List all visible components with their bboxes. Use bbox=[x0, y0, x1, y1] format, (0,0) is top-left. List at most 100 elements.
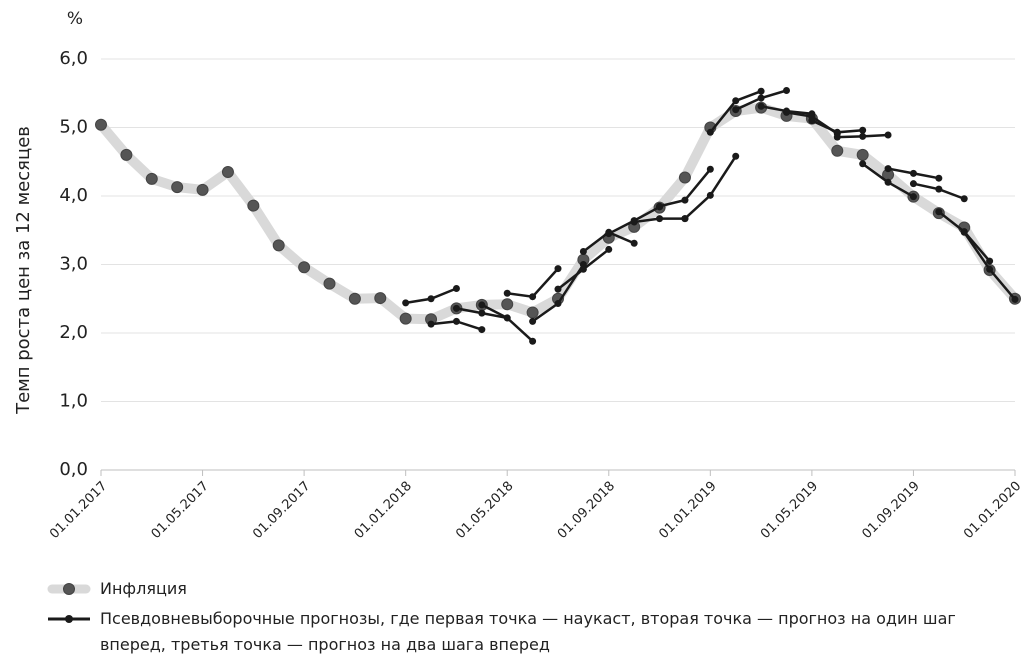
inflation-point bbox=[145, 172, 158, 185]
forecast-point bbox=[554, 300, 562, 308]
inflation-point bbox=[678, 171, 691, 184]
forecast-point bbox=[909, 169, 917, 177]
forecast-point bbox=[859, 132, 867, 140]
x-tick-label: 01.05.2018 bbox=[453, 479, 516, 542]
inflation-point bbox=[374, 292, 387, 305]
inflation-point bbox=[95, 118, 107, 131]
forecast-point bbox=[554, 265, 562, 273]
inflation-point bbox=[856, 148, 869, 161]
y-tick-label: 5,0 bbox=[59, 117, 88, 138]
forecast-point bbox=[529, 337, 537, 345]
forecast-point bbox=[706, 191, 714, 199]
forecast-point bbox=[656, 215, 664, 223]
y-tick-label: 2,0 bbox=[59, 322, 88, 343]
forecast-point bbox=[833, 133, 841, 141]
forecast-line bbox=[507, 267, 559, 299]
y-axis-title: Темп роста цен за 12 месяцев bbox=[13, 126, 34, 415]
x-tick-label: 01.01.2019 bbox=[656, 479, 719, 542]
x-tick-label: 01.05.2019 bbox=[758, 479, 821, 542]
forecast-point bbox=[605, 245, 613, 253]
forecast-point bbox=[732, 97, 740, 105]
forecast-point bbox=[503, 314, 511, 322]
forecast-point bbox=[935, 185, 943, 193]
forecast-point bbox=[960, 195, 968, 203]
x-tick-label: 01.09.2019 bbox=[860, 479, 923, 542]
forecast-point bbox=[630, 239, 638, 247]
y-tick-label: 6,0 bbox=[59, 48, 88, 69]
inflation-point bbox=[348, 292, 361, 305]
inflation-point bbox=[501, 298, 514, 311]
legend-key-marker bbox=[65, 615, 73, 623]
forecast-point bbox=[986, 265, 994, 273]
x-tick-label: 01.01.2018 bbox=[352, 479, 415, 542]
forecast-point bbox=[579, 247, 587, 255]
forecast-point bbox=[935, 208, 943, 216]
forecast-point bbox=[656, 202, 664, 210]
forecast-point bbox=[884, 131, 892, 139]
forecast-point bbox=[478, 309, 486, 317]
forecast-point bbox=[706, 165, 714, 173]
forecast-point bbox=[808, 117, 816, 125]
y-tick-label: 1,0 bbox=[59, 391, 88, 412]
forecast-point bbox=[630, 218, 638, 226]
forecast-point bbox=[579, 265, 587, 273]
legend-label: Псевдовневыборочные прогнозы, где первая… bbox=[100, 609, 956, 654]
forecast-point bbox=[783, 87, 790, 95]
inflation-point bbox=[831, 144, 844, 157]
y-tick-label: 0,0 bbox=[59, 459, 88, 480]
unit-label: % bbox=[67, 9, 83, 29]
forecast-point bbox=[452, 284, 460, 292]
forecast-point bbox=[833, 128, 841, 136]
inflation-point bbox=[526, 306, 539, 319]
forecast-point bbox=[757, 94, 765, 102]
forecast-point bbox=[579, 261, 587, 268]
forecast-point bbox=[503, 289, 511, 297]
forecast-point bbox=[909, 193, 917, 201]
x-tick-label: 01.09.2017 bbox=[250, 479, 313, 542]
x-tick-label: 01.05.2017 bbox=[149, 479, 212, 542]
forecast-point bbox=[427, 295, 435, 303]
forecast-point bbox=[884, 178, 892, 186]
forecast-point bbox=[605, 230, 613, 238]
forecast-point bbox=[452, 304, 460, 312]
x-tick-label: 01.01.2020 bbox=[961, 479, 1021, 542]
inflation-point bbox=[196, 183, 209, 196]
inflation-point bbox=[120, 148, 133, 161]
forecast-point bbox=[732, 152, 740, 160]
legend-key-marker bbox=[63, 583, 75, 595]
forecast-point bbox=[960, 228, 968, 236]
inflation-point bbox=[247, 199, 260, 212]
x-tick-label: 01.01.2017 bbox=[47, 479, 110, 542]
forecast-point bbox=[681, 196, 689, 204]
forecast-point bbox=[478, 301, 486, 309]
x-tick-label: 01.09.2018 bbox=[555, 479, 618, 542]
forecast-point bbox=[757, 87, 765, 95]
forecast-point bbox=[859, 160, 867, 168]
forecast-point bbox=[732, 106, 740, 114]
forecast-point bbox=[706, 128, 714, 136]
legend-label: Инфляция bbox=[100, 579, 187, 598]
forecast-point bbox=[681, 215, 689, 223]
forecast-point bbox=[554, 285, 562, 293]
inflation-point bbox=[221, 166, 234, 179]
forecast-point bbox=[935, 174, 943, 182]
forecast-point bbox=[757, 102, 765, 110]
forecast-point bbox=[402, 299, 410, 307]
forecast-point bbox=[427, 320, 435, 328]
forecast-point bbox=[529, 293, 537, 301]
inflation-point bbox=[298, 261, 311, 274]
forecast-point bbox=[452, 317, 460, 325]
forecast-point bbox=[909, 180, 917, 188]
inflation-point bbox=[272, 239, 285, 252]
inflation-point bbox=[399, 312, 412, 325]
forecast-point bbox=[783, 108, 790, 116]
forecast-point bbox=[478, 326, 486, 334]
forecast-point bbox=[859, 126, 867, 134]
y-tick-label: 4,0 bbox=[59, 185, 88, 206]
forecast-point bbox=[1011, 295, 1019, 303]
forecast-point bbox=[529, 317, 537, 325]
forecast-point bbox=[986, 257, 994, 265]
inflation-point bbox=[171, 181, 184, 194]
